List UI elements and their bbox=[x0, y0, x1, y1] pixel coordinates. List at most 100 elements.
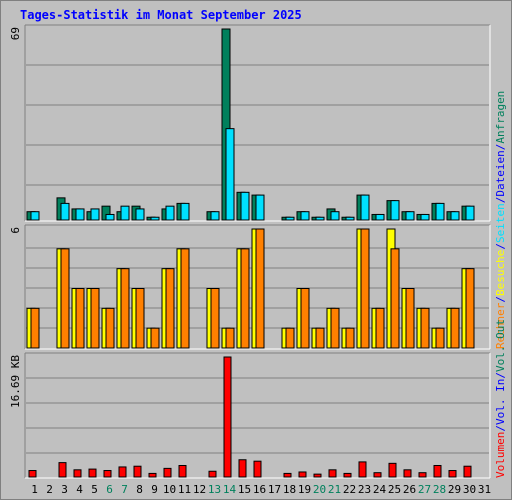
bar-volumen-6 bbox=[103, 470, 112, 478]
bar-rechner-23 bbox=[360, 228, 370, 349]
bar-seiten-21 bbox=[330, 211, 340, 221]
bar-rechner-3 bbox=[60, 248, 70, 349]
bar-volumen-14 bbox=[223, 356, 232, 478]
bar-volumen-29 bbox=[448, 470, 457, 478]
bar-rechner-1 bbox=[30, 307, 40, 349]
bar-seiten-5 bbox=[90, 208, 100, 221]
bar-rechner-22 bbox=[345, 327, 355, 349]
bar-seiten-27 bbox=[420, 213, 430, 221]
bar-rechner-6 bbox=[105, 307, 115, 349]
bar-seiten-11 bbox=[180, 202, 190, 221]
legend-entry: Volumen bbox=[494, 432, 507, 478]
bar-rechner-27 bbox=[420, 307, 430, 349]
bar-rechner-30 bbox=[465, 268, 475, 349]
legend-entry: / bbox=[494, 296, 507, 303]
bar-volumen-5 bbox=[88, 468, 97, 478]
bar-volumen-25 bbox=[388, 462, 397, 478]
bar-rechner-29 bbox=[450, 307, 460, 349]
bar-seiten-4 bbox=[75, 208, 85, 221]
bar-volumen-26 bbox=[403, 469, 412, 478]
bar-seiten-8 bbox=[135, 208, 145, 221]
x-tick-label: 21 bbox=[328, 483, 341, 496]
x-tick-label: 31 bbox=[478, 483, 491, 496]
y-max-label: 16.69 KB bbox=[9, 355, 22, 408]
bar-seiten-1 bbox=[30, 211, 40, 221]
bar-rechner-5 bbox=[90, 288, 100, 349]
x-tick-label: 22 bbox=[343, 483, 356, 496]
bar-seiten-19 bbox=[300, 211, 310, 221]
bar-seiten-16 bbox=[255, 194, 265, 221]
x-tick-label: 3 bbox=[61, 483, 68, 496]
x-tick-label: 12 bbox=[193, 483, 206, 496]
bar-seiten-6 bbox=[105, 213, 115, 221]
bar-rechner-15 bbox=[240, 248, 250, 349]
bar-rechner-11 bbox=[180, 248, 190, 349]
x-tick-label: 20 bbox=[313, 483, 326, 496]
legend-group: Rechner/Besuche/Seiten/Dateien/Anfragen bbox=[494, 91, 507, 349]
x-tick-label: 28 bbox=[433, 483, 446, 496]
legend-entry: Anfragen bbox=[494, 91, 507, 144]
y-max-label: 69 bbox=[9, 27, 22, 40]
bar-rechner-9 bbox=[150, 327, 160, 349]
bar-volumen-20 bbox=[313, 473, 322, 478]
x-tick-label: 29 bbox=[448, 483, 461, 496]
x-tick-label: 13 bbox=[208, 483, 221, 496]
bar-rechner-26 bbox=[405, 288, 415, 349]
bar-seiten-26 bbox=[405, 211, 415, 221]
bar-volumen-10 bbox=[163, 467, 172, 478]
bar-rechner-25 bbox=[390, 248, 400, 349]
bar-volumen-19 bbox=[298, 471, 307, 478]
legend-entry: / bbox=[494, 243, 507, 250]
legend-entry: Vol. In bbox=[494, 379, 507, 425]
x-tick-label: 1 bbox=[31, 483, 38, 496]
bar-seiten-13 bbox=[210, 211, 220, 221]
bar-volumen-27 bbox=[418, 472, 427, 478]
x-tick-label: 25 bbox=[388, 483, 401, 496]
y-axis-labels: 69 6 16.69 KB bbox=[9, 27, 22, 408]
legend-group: Volumen/Vol. In/Vol. Out bbox=[494, 319, 507, 478]
bar-volumen-11 bbox=[178, 464, 187, 478]
bar-seiten-24 bbox=[375, 213, 385, 221]
bar-rechner-10 bbox=[165, 268, 175, 349]
x-tick-label: 4 bbox=[76, 483, 83, 496]
x-tick-label: 10 bbox=[163, 483, 176, 496]
legend-entry: / bbox=[494, 372, 507, 379]
bar-rechner-18 bbox=[285, 327, 295, 349]
legend-entry: / bbox=[494, 197, 507, 204]
bar-seiten-23 bbox=[360, 194, 370, 221]
bar-seiten-10 bbox=[165, 205, 175, 221]
bar-volumen-21 bbox=[328, 469, 337, 478]
bar-seiten-20 bbox=[315, 216, 325, 221]
legend-entry: / bbox=[494, 425, 507, 432]
bars bbox=[26, 28, 475, 478]
x-tick-label: 23 bbox=[358, 483, 371, 496]
bar-volumen-22 bbox=[343, 472, 352, 478]
x-tick-label: 8 bbox=[136, 483, 143, 496]
bar-volumen-7 bbox=[118, 466, 127, 478]
bar-volumen-23 bbox=[358, 461, 367, 478]
bar-rechner-28 bbox=[435, 327, 445, 349]
bar-volumen-28 bbox=[433, 464, 442, 478]
bar-rechner-7 bbox=[120, 268, 130, 349]
bar-seiten-7 bbox=[120, 205, 130, 221]
bar-seiten-14 bbox=[225, 128, 235, 221]
x-tick-label: 6 bbox=[106, 483, 113, 496]
bar-rechner-16 bbox=[255, 228, 265, 349]
legend-text: Rechner/Besuche/Seiten/Dateien/Anfragen bbox=[494, 91, 507, 349]
legend-entry: Seiten bbox=[494, 203, 507, 243]
bar-volumen-4 bbox=[73, 469, 82, 478]
right-legend: Rechner/Besuche/Seiten/Dateien/AnfragenV… bbox=[494, 91, 507, 478]
x-tick-label: 18 bbox=[283, 483, 296, 496]
bar-seiten-25 bbox=[390, 200, 400, 221]
bar-volumen-16 bbox=[253, 460, 262, 478]
x-tick-label: 16 bbox=[253, 483, 266, 496]
bar-seiten-29 bbox=[450, 211, 460, 221]
legend-entry: Vol. Out bbox=[494, 319, 507, 372]
x-tick-label: 11 bbox=[178, 483, 191, 496]
x-tick-label: 26 bbox=[403, 483, 416, 496]
x-axis-labels: 1 2 3 4 5 6 7 8 9 10 11 12 13 14 15 16 17 18 19 20 21 22 23 24 2… bbox=[31, 483, 491, 496]
legend-entry: Besuche bbox=[494, 250, 507, 296]
legend-text: Volumen/Vol. In/Vol. Out bbox=[494, 319, 507, 478]
bar-volumen-15 bbox=[238, 459, 247, 478]
